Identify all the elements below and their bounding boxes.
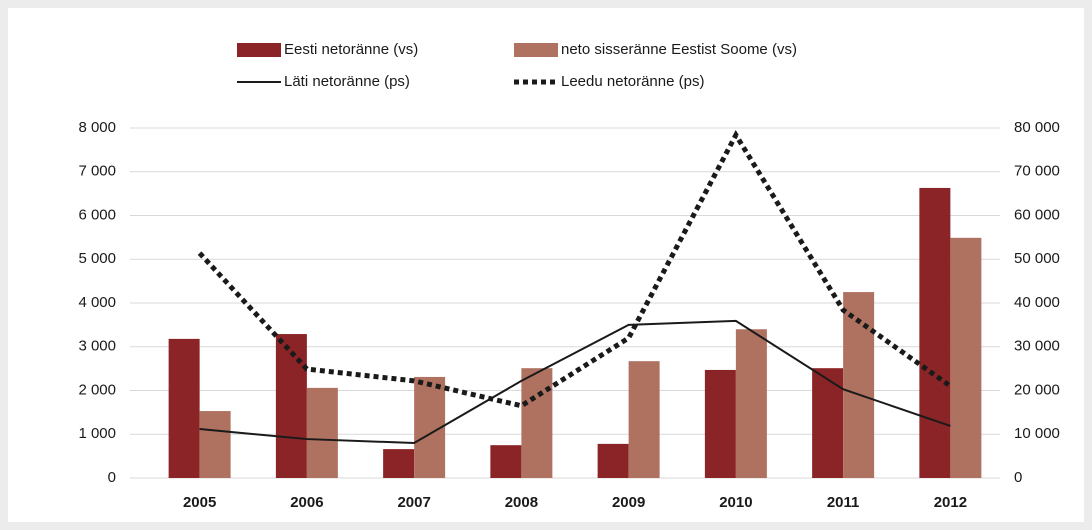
x-tick-label: 2006 xyxy=(290,494,323,511)
bar xyxy=(919,187,951,478)
y-tick-label: 6 000 xyxy=(78,206,116,223)
y2-tick-label: 30 000 xyxy=(1014,338,1060,355)
bar xyxy=(628,361,660,478)
bar xyxy=(704,369,736,478)
x-tick-label: 2007 xyxy=(397,494,430,511)
bar xyxy=(950,237,982,478)
y2-tick-label: 20 000 xyxy=(1014,381,1060,398)
bar xyxy=(597,443,629,478)
y2-tick-label: 40 000 xyxy=(1014,294,1060,311)
legend-label: Läti netoränne (ps) xyxy=(284,73,410,90)
y2-tick-label: 70 000 xyxy=(1014,163,1060,180)
y2-tick-label: 50 000 xyxy=(1014,250,1060,267)
y2-tick-label: 60 000 xyxy=(1014,206,1060,223)
bar xyxy=(490,445,522,478)
legend-label: neto sisseränne Eestist Soome (vs) xyxy=(561,41,797,58)
bar xyxy=(306,387,338,478)
y-tick-label: 3 000 xyxy=(78,338,116,355)
legend-swatch xyxy=(514,43,558,57)
y-tick-label: 5 000 xyxy=(78,250,116,267)
bar xyxy=(383,449,415,478)
x-tick-label: 2011 xyxy=(827,494,860,511)
legend-swatch xyxy=(237,43,281,57)
line-series xyxy=(199,319,951,445)
y2-tick-label: 10 000 xyxy=(1014,425,1060,442)
y-tick-label: 0 xyxy=(108,469,116,486)
bar xyxy=(199,411,231,478)
y2-tick-label: 0 xyxy=(1014,469,1022,486)
legend-label: Leedu netoränne (ps) xyxy=(561,73,704,90)
x-tick-label: 2008 xyxy=(505,494,538,511)
x-tick-label: 2012 xyxy=(934,494,967,511)
y-tick-label: 7 000 xyxy=(78,163,116,180)
y-tick-label: 1 000 xyxy=(78,425,116,442)
line-series xyxy=(197,129,952,409)
bar xyxy=(735,329,767,478)
y-tick-label: 8 000 xyxy=(78,119,116,136)
x-tick-label: 2010 xyxy=(719,494,752,511)
legend-label: Eesti netoränne (vs) xyxy=(284,41,418,58)
bar xyxy=(521,368,553,478)
bar xyxy=(275,334,307,478)
bar xyxy=(812,368,844,478)
y2-tick-label: 80 000 xyxy=(1014,119,1060,136)
y-tick-label: 4 000 xyxy=(78,294,116,311)
x-tick-label: 2005 xyxy=(183,494,216,511)
x-tick-label: 2009 xyxy=(612,494,645,511)
bar xyxy=(168,338,200,478)
y-tick-label: 2 000 xyxy=(78,381,116,398)
